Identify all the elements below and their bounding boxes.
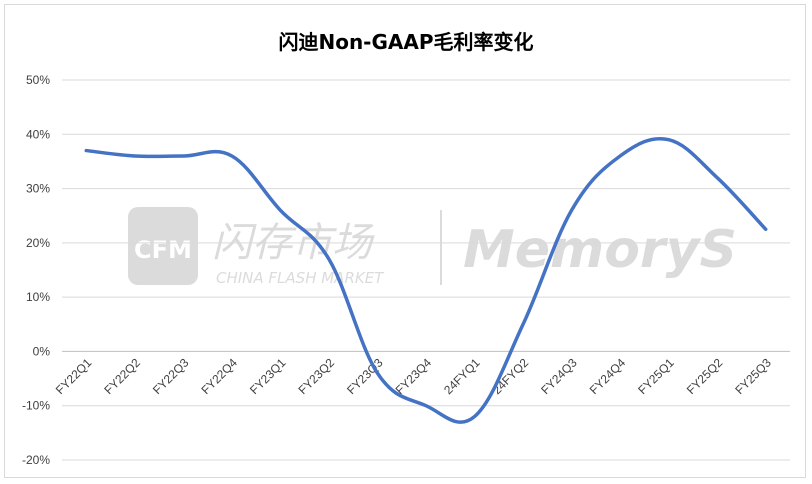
series-line: [84, 137, 768, 424]
x-tick-label: FY23Q4: [393, 355, 435, 397]
x-tick-label: FY23Q1: [247, 355, 289, 397]
y-tick-label: 50%: [26, 73, 50, 87]
y-tick-label: 20%: [26, 236, 50, 250]
watermark-brand-en: CHINA FLASH MARKET: [216, 269, 385, 287]
x-axis: FY22Q1 FY22Q2 FY22Q3 FY22Q4 FY23Q1 FY23Q2 FY23…: [53, 355, 774, 397]
y-tick-label: -20%: [22, 453, 50, 467]
x-tick-label: FY22Q4: [198, 355, 240, 397]
y-tick-label: 30%: [26, 182, 50, 196]
chart-title: 闪迪Non-GAAP毛利率变化: [278, 30, 534, 54]
y-axis: -20% -10% 0% 10% 20% 30% 40% 50%: [22, 73, 50, 467]
x-tick-label: FY25Q3: [732, 355, 774, 397]
watermark-logo-text: CFM: [134, 236, 192, 264]
x-tick-label: FY22Q2: [101, 355, 143, 397]
watermark-logo-box: [128, 207, 198, 285]
x-tick-label: FY23Q2: [296, 355, 338, 397]
y-tick-label: 0%: [33, 344, 51, 358]
x-tick-label: FY24Q3: [538, 355, 580, 397]
x-tick-label: FY24Q4: [587, 355, 629, 397]
series-layer: [84, 137, 768, 424]
x-tick-label: FY25Q2: [684, 355, 726, 397]
y-tick-label: 10%: [26, 290, 50, 304]
watermark: CFM 闪存市场 CHINA FLASH MARKET MemoryS: [128, 207, 737, 287]
x-tick-label: 24FYQ2: [490, 355, 532, 397]
y-tick-label: -10%: [22, 399, 50, 413]
x-tick-label: FY25Q1: [635, 355, 677, 397]
y-tick-label: 40%: [26, 127, 50, 141]
x-tick-label: 24FYQ1: [441, 355, 483, 397]
grid: [62, 79, 790, 461]
x-tick-label: FY22Q3: [150, 355, 192, 397]
x-tick-label: FY22Q1: [53, 355, 95, 397]
watermark-brand-right: MemoryS: [463, 220, 737, 280]
